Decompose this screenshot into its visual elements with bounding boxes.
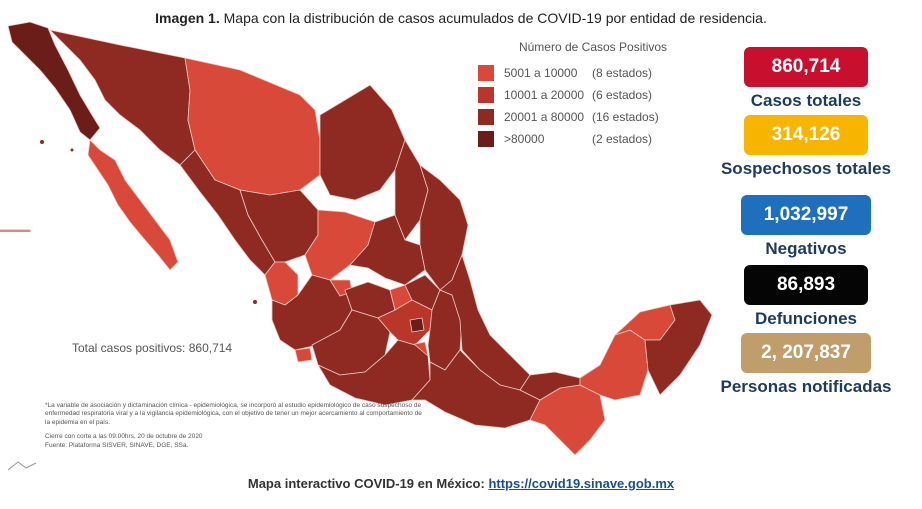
footnote-source: Fuente: Plataforma SISVER, SINAVE, DGE, … (45, 441, 189, 449)
legend-swatch (478, 131, 494, 147)
footnote: *La variable de asociación y dictaminaci… (45, 402, 425, 450)
state-cdmx (409, 317, 425, 333)
state-campeche (579, 329, 649, 401)
state-baja-california (7, 21, 101, 141)
legend-row: >80000 (2 estados) (478, 128, 698, 150)
stat-value: 314,126 (744, 115, 868, 155)
stat-label: Sospechosos totales (720, 159, 892, 178)
legend-range: 20001 a 80000 (504, 110, 585, 124)
total-positive-cases: Total casos positivos: 860,714 (72, 341, 233, 355)
legend-swatch (478, 87, 494, 103)
stat-card: 314,126 Sospechosos totales (704, 115, 908, 179)
stat-label: Casos totales (750, 91, 862, 110)
legend-range: 10001 a 20000 (504, 88, 585, 102)
stat-label: Defunciones (754, 309, 858, 328)
stat-value: 2, 207,837 (741, 333, 871, 373)
stat-card: 860,714 Casos totales (704, 47, 908, 111)
legend-count: (2 estados) (592, 132, 653, 146)
legend-range: >80000 (504, 132, 545, 146)
stat-card: 2, 207,837 Personas notificadas (704, 333, 908, 397)
legend-row: 20001 a 80000 (16 estados) (478, 106, 698, 128)
legend-range: 5001 a 10000 (504, 66, 578, 80)
state-baja-california-sur (87, 139, 179, 271)
legend-swatch (478, 109, 494, 125)
state-nuevo-leon (391, 109, 429, 241)
state-colima (294, 347, 313, 363)
legend-swatch (478, 65, 494, 81)
interactive-map-text: Mapa interactivo COVID-19 en México: (247, 476, 485, 491)
faded-label: ▬▬▬▬ (0, 225, 31, 234)
state-guerrero (317, 339, 431, 406)
stat-label: Negativos (765, 239, 847, 258)
interactive-map-note: Mapa interactivo COVID-19 en México: htt… (0, 476, 922, 491)
image-title: Imagen 1. Mapa con la distribución de ca… (0, 10, 922, 26)
legend-count: (16 estados) (592, 110, 659, 124)
state-zacatecas (304, 209, 376, 281)
footnote-cutoff: Cierre con corte a las 09:00hrs, 20 de o… (45, 433, 203, 441)
legend-row: 10001 a 20000 (6 estados) (478, 84, 698, 106)
legend-count: (8 estados) (592, 66, 653, 80)
stat-label: Personas notificadas (720, 377, 892, 396)
legend-count: (6 estados) (592, 88, 653, 102)
footnote-methodology: *La variable de asociación y dictaminaci… (45, 402, 422, 426)
legend-title: Número de Casos Positivos (518, 40, 668, 54)
state-quintana-roo (644, 299, 713, 396)
map-legend: Número de Casos Positivos 5001 a 10000 (8… (478, 40, 698, 150)
islands-icon (40, 140, 257, 304)
image-label: Imagen 1. (155, 10, 220, 26)
stat-value: 1,032,997 (741, 195, 871, 235)
stat-card: 86,893 Defunciones (704, 265, 908, 329)
stat-value: 86,893 (744, 265, 868, 305)
north-arrow-icon (7, 461, 37, 471)
image-caption: Mapa con la distribución de casos acumul… (223, 10, 767, 26)
interactive-map-link[interactable]: https://covid19.sinave.gob.mx (488, 476, 675, 491)
legend-row: 5001 a 10000 (8 estados) (478, 62, 698, 84)
state-coahuila (319, 84, 406, 201)
stat-card: 1,032,997 Negativos (704, 195, 908, 259)
stat-value: 860,714 (744, 47, 868, 87)
